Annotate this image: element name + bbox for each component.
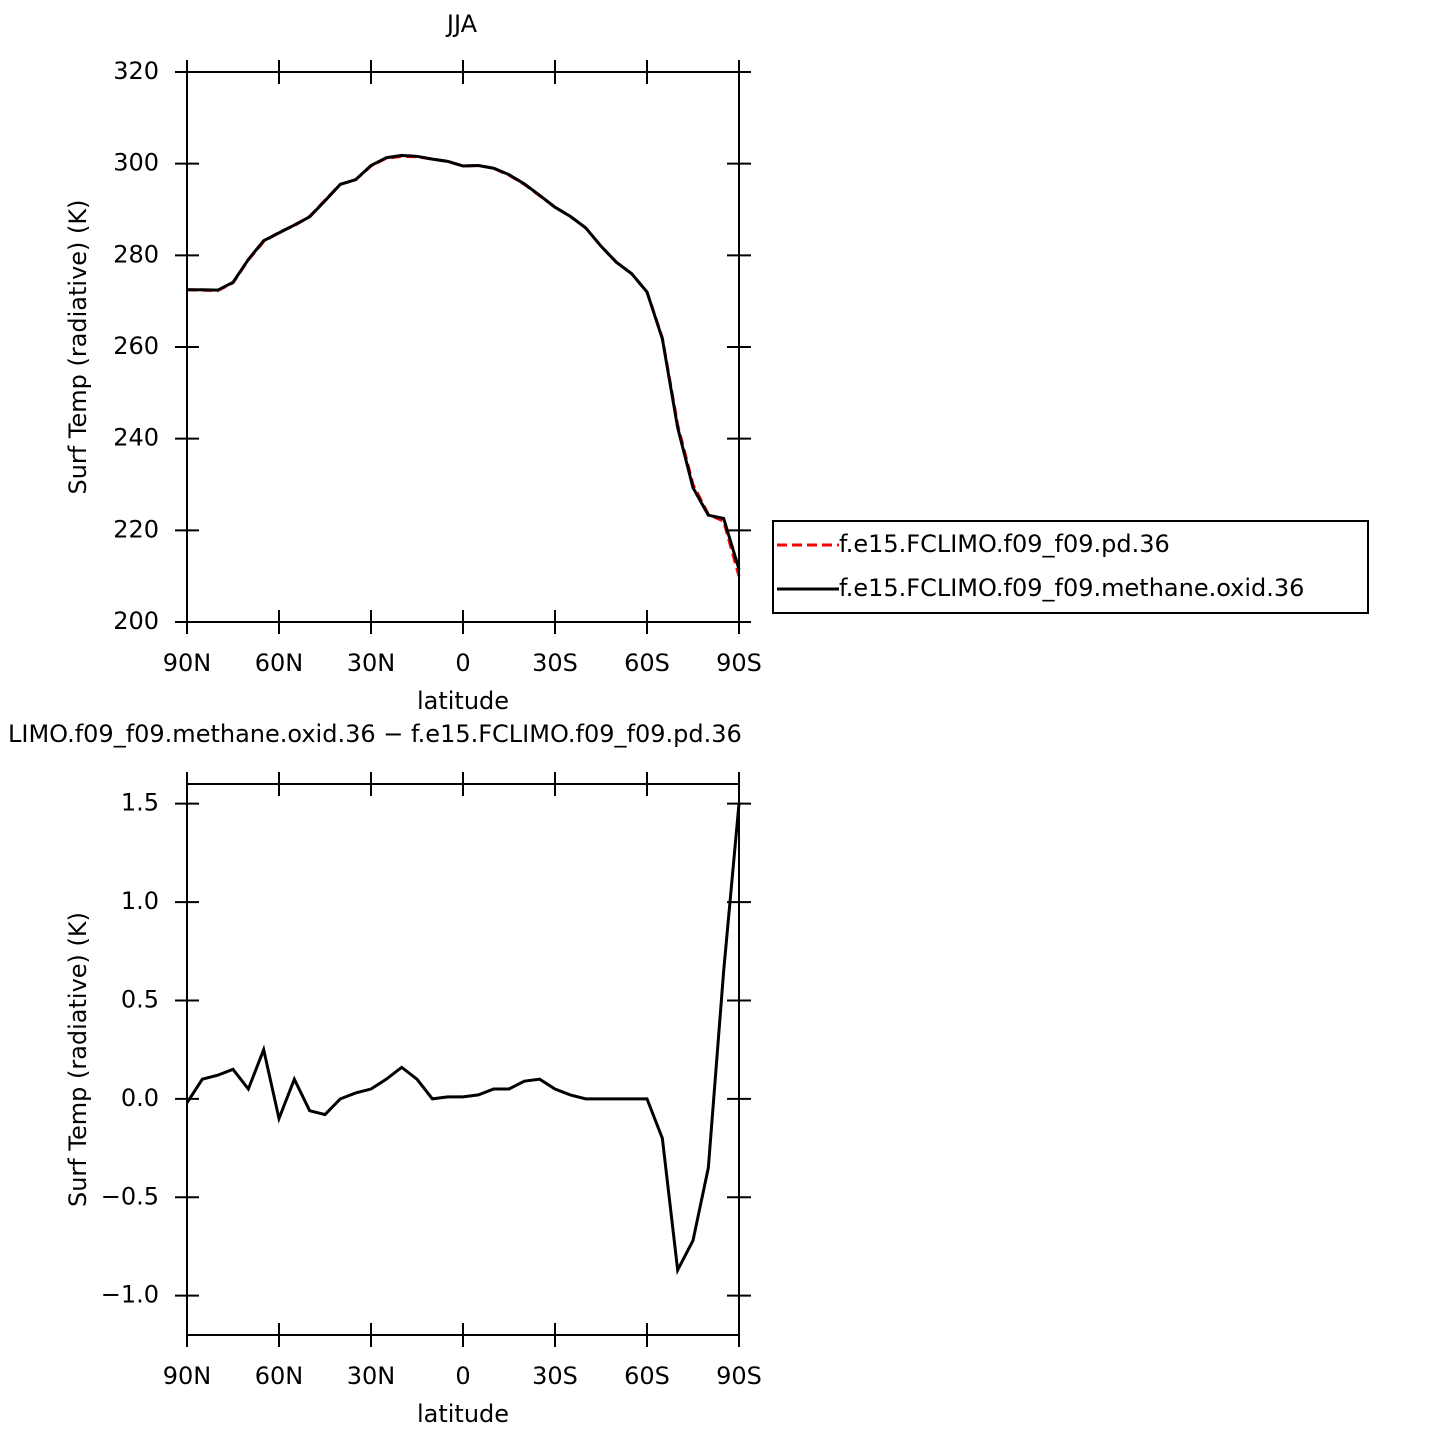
data-line [185, 803, 741, 1276]
y-tick-label: 300 [113, 149, 159, 177]
y-tick-label: 0.5 [121, 985, 159, 1013]
chart-title: LIMO.f09_f09.methane.oxid.36 − f.e15.FCL… [8, 720, 742, 748]
x-tick-label: 90S [716, 649, 762, 677]
x-tick-label: 60S [624, 649, 670, 677]
y-tick-label: 200 [113, 607, 159, 635]
x-tick-label: 90S [716, 1362, 762, 1390]
plot-frame [186, 783, 740, 1336]
y-tick-label: 260 [113, 332, 159, 360]
chart-title: JJA [445, 10, 478, 38]
legend-box [772, 520, 1369, 614]
data-line [187, 153, 741, 570]
x-tick-label: 30S [532, 1362, 578, 1390]
y-tick-label: 1.0 [121, 887, 159, 915]
y-tick-label: 1.5 [121, 789, 159, 817]
y-axis-label: Surf Temp (radiative) (K) [64, 199, 92, 494]
x-tick-label: 30S [532, 649, 578, 677]
x-tick-label: 60N [255, 1362, 304, 1390]
y-tick-label: −1.0 [101, 1281, 159, 1309]
y-axis-label: Surf Temp (radiative) (K) [64, 912, 92, 1207]
plot-frame [186, 71, 740, 623]
x-tick-label: 60N [255, 649, 304, 677]
x-tick-label: 0 [455, 649, 470, 677]
x-tick-label: 90N [163, 649, 212, 677]
legend-label: f.e15.FCLIMO.f09_f09.pd.36 [839, 530, 1170, 558]
y-tick-label: 0.0 [121, 1084, 159, 1112]
x-tick-label: 30N [347, 1362, 396, 1390]
x-axis-label: latitude [417, 1400, 509, 1428]
x-tick-label: 90N [163, 1362, 212, 1390]
x-tick-label: 60S [624, 1362, 670, 1390]
legend-label: f.e15.FCLIMO.f09_f09.methane.oxid.36 [839, 574, 1304, 602]
y-tick-label: −0.5 [101, 1182, 159, 1210]
y-tick-label: 240 [113, 424, 159, 452]
x-axis-label: latitude [417, 687, 509, 715]
x-tick-label: 0 [455, 1362, 470, 1390]
y-tick-label: 320 [113, 57, 159, 85]
data-line [186, 154, 741, 577]
y-tick-label: 280 [113, 240, 159, 268]
x-tick-label: 30N [347, 649, 396, 677]
y-tick-label: 220 [113, 515, 159, 543]
